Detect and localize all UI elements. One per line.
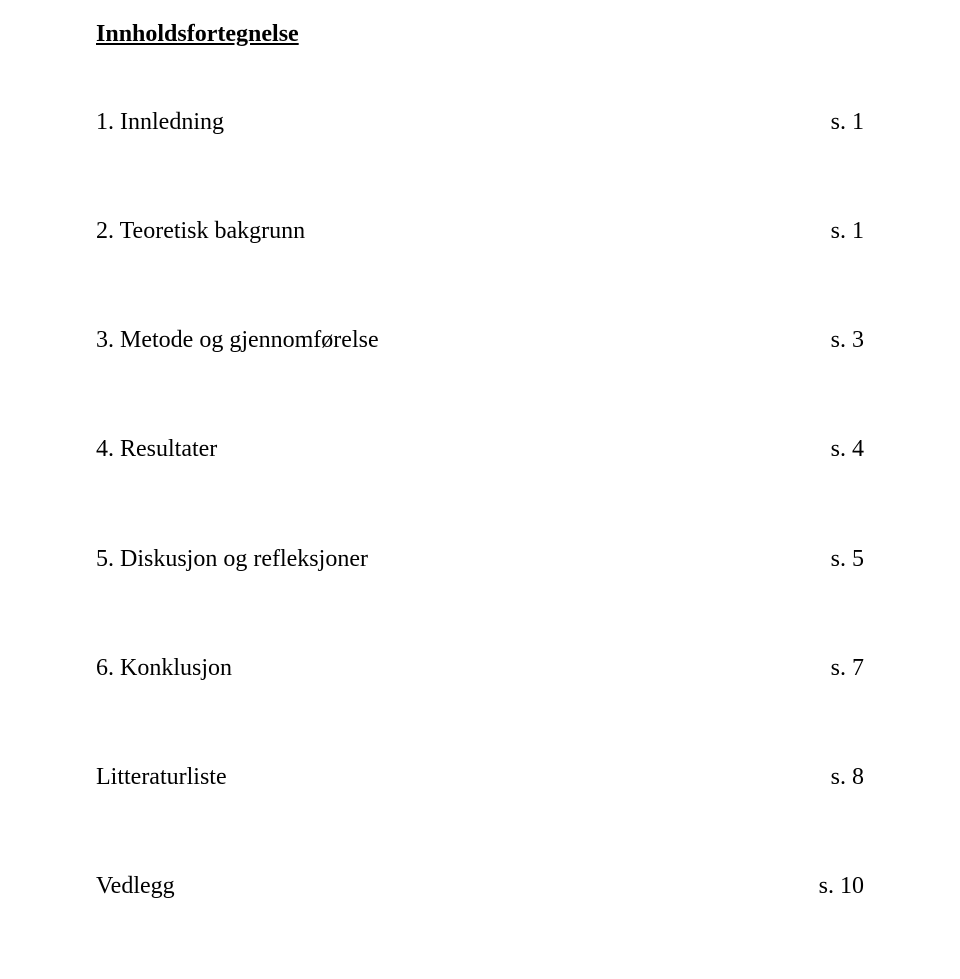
toc-entry: Vedlegg s. 10 xyxy=(96,871,864,902)
toc-entry-page: s. 3 xyxy=(831,325,864,356)
toc-entry-label: 3. Metode og gjennomførelse xyxy=(96,325,379,356)
toc-entry-page: s. 5 xyxy=(831,544,864,575)
toc-title: Innholdsfortegnelse xyxy=(96,20,864,49)
toc-entry-label: 6. Konklusjon xyxy=(96,653,232,684)
toc-entry: 4. Resultater s. 4 xyxy=(96,434,864,465)
toc-entry-page: s. 1 xyxy=(831,216,864,247)
toc-entry-page: s. 10 xyxy=(819,871,864,902)
toc-entry: 5. Diskusjon og refleksjoner s. 5 xyxy=(96,544,864,575)
toc-entry: 6. Konklusjon s. 7 xyxy=(96,653,864,684)
toc-entry: Litteraturliste s. 8 xyxy=(96,762,864,793)
toc-entry-label: Litteraturliste xyxy=(96,762,227,793)
toc-entry-label: Vedlegg xyxy=(96,871,175,902)
toc-entry-label: 1. Innledning xyxy=(96,107,224,138)
toc-entry-label: 4. Resultater xyxy=(96,434,217,465)
toc-entry-page: s. 1 xyxy=(831,107,864,138)
toc-entry-label: 2. Teoretisk bakgrunn xyxy=(96,216,305,247)
document-page: Innholdsfortegnelse 1. Innledning s. 1 2… xyxy=(0,0,960,979)
toc-entry-page: s. 7 xyxy=(831,653,864,684)
toc-entry-page: s. 8 xyxy=(831,762,864,793)
toc-entry: 1. Innledning s. 1 xyxy=(96,107,864,138)
toc-entry: 2. Teoretisk bakgrunn s. 1 xyxy=(96,216,864,247)
toc-entry-label: 5. Diskusjon og refleksjoner xyxy=(96,544,368,575)
toc-entry-page: s. 4 xyxy=(831,434,864,465)
toc-entry: 3. Metode og gjennomførelse s. 3 xyxy=(96,325,864,356)
